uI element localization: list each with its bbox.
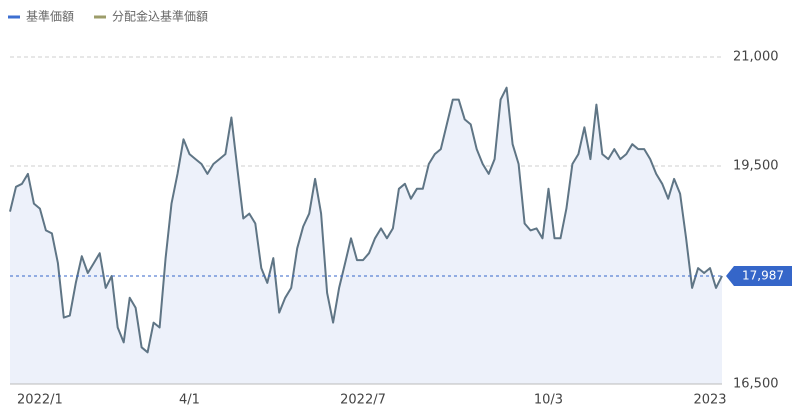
x-tick-label: 2022/1 — [17, 393, 63, 408]
x-tick-label: 10/3 — [534, 393, 563, 408]
line — [9, 86, 723, 354]
legend-label: 分配金込基準価額 — [112, 9, 208, 24]
last-value-label: 17,987 — [742, 268, 784, 282]
legend: 基準価額 分配金込基準価額 — [8, 9, 208, 24]
y-tick-label: 19,500 — [733, 159, 779, 174]
y-tick-label: 21,000 — [733, 50, 779, 65]
legend-label: 基準価額 — [26, 9, 74, 24]
x-tick-label: 2022/7 — [340, 393, 386, 408]
x-tick-label: 2023 — [693, 393, 726, 408]
y-tick-label: 16,500 — [733, 377, 779, 392]
last-value-badge — [726, 265, 792, 286]
area — [10, 87, 722, 384]
x-tick-label: 4/1 — [179, 393, 200, 408]
